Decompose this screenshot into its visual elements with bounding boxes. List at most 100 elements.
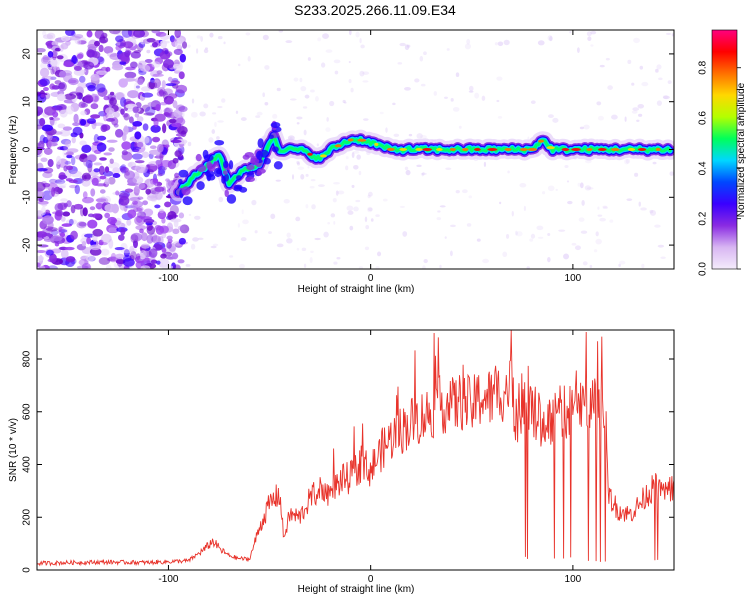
snr-x-tick-label: 0 xyxy=(368,574,374,585)
spectrogram-noise-blob xyxy=(121,141,132,150)
spectrogram-noise-blob xyxy=(444,96,448,100)
spectrogram-noise-blob xyxy=(422,265,426,269)
spectrogram-noise-blob xyxy=(299,77,303,83)
spectrogram-noise-blob xyxy=(464,43,472,50)
spectrogram-noise-blob xyxy=(140,39,146,45)
spectrogram-noise-blob xyxy=(172,228,180,235)
spectrogram-noise-blob xyxy=(147,80,158,90)
spectrogram-noise-blob xyxy=(158,235,164,245)
spectrogram-noise-blob xyxy=(118,234,125,241)
spectrogram-noise-blob xyxy=(217,105,223,109)
spectrogram-noise-blob xyxy=(632,107,640,111)
spectrogram-noise-blob xyxy=(128,116,134,124)
spectrogram-noise-blob xyxy=(156,260,161,265)
spectrogram-noise-blob xyxy=(276,87,281,92)
spectrogram-noise-blob xyxy=(98,44,104,53)
spectrogram-noise-blob xyxy=(607,85,613,90)
spectrogram-noise-blob xyxy=(151,61,161,68)
spectrogram-noise-blob xyxy=(93,133,100,144)
spectrogram-noise-blob xyxy=(82,207,88,217)
spectrogram-ridge-peak xyxy=(561,148,570,151)
spectrogram-noise-blob xyxy=(49,57,60,68)
colorbar-frame xyxy=(711,29,738,270)
spectrogram-noise-blob xyxy=(132,239,138,249)
spectrogram-noise-blob xyxy=(286,232,291,238)
spectrogram-noise-blob xyxy=(79,118,87,126)
spectrogram-noise-blob xyxy=(99,157,107,161)
spectrogram-noise-blob xyxy=(135,85,140,89)
spectrogram-noise-blob xyxy=(109,30,121,35)
spectrogram-noise-blob xyxy=(309,257,313,263)
spectrogram-noise-blob xyxy=(55,155,62,166)
spectrogram-noise-blob xyxy=(98,257,111,265)
spectrogram-noise-blob xyxy=(351,184,355,188)
spectrogram-noise-blob xyxy=(47,265,58,269)
spectrogram-noise-blob xyxy=(577,182,581,187)
spectrogram-ridge-blob xyxy=(224,189,229,198)
spectrogram-ridge-blob xyxy=(195,153,202,162)
spectrogram-noise-blob xyxy=(329,100,335,107)
spectrogram-noise-blob xyxy=(75,92,83,100)
spectrogram-noise-blob xyxy=(450,224,456,228)
spectrogram-ridge-blob xyxy=(178,169,189,178)
spectrogram-noise-blob xyxy=(152,178,158,185)
spectrogram-noise-blob xyxy=(169,35,175,43)
spectrogram-noise-blob xyxy=(64,160,72,165)
snr-series-line xyxy=(37,330,674,567)
spectrogram-ridge-peak xyxy=(461,148,469,151)
spectrogram-noise-blob xyxy=(58,185,66,189)
spectrogram-noise-blob xyxy=(142,257,152,264)
spectrogram-noise-blob xyxy=(95,198,107,203)
spectrogram-noise-blob xyxy=(64,140,72,147)
spectrogram-noise-blob xyxy=(42,92,51,100)
spectrogram-noise-blob xyxy=(156,70,163,75)
spectrogram-noise-blob xyxy=(41,201,48,207)
spectrogram-noise-blob xyxy=(167,76,173,82)
spectrogram-noise-blob xyxy=(178,71,185,80)
spectrogram-noise-blob xyxy=(333,59,341,64)
spectrogram-noise-blob xyxy=(529,238,534,242)
snr-panel: -100 0 100 0 200 400 600 800 Height of straigh… xyxy=(8,329,675,595)
spectrogram-noise-blob xyxy=(130,234,139,244)
spectrogram-noise-blob xyxy=(210,245,217,249)
spectrogram-ridge-peak xyxy=(415,148,423,151)
spectrogram-noise-blob xyxy=(58,82,66,90)
spectrogram-noise-blob xyxy=(333,220,336,225)
spectrogram-noise-blob xyxy=(175,133,184,137)
spectrogram-noise-blob xyxy=(597,206,600,210)
spectrogram-noise-blob xyxy=(127,209,137,219)
spectrogram-noise-blob xyxy=(649,209,654,214)
spectrogram-noise-blob xyxy=(42,136,49,144)
spectrogram-noise-blob xyxy=(650,209,657,216)
spectrogram-noise-blob xyxy=(179,53,186,63)
spectrogram-ridge-blob xyxy=(236,175,242,181)
spectrogram-ridge-peak xyxy=(519,148,528,151)
spectrogram-noise-blob xyxy=(129,245,135,254)
spectrogram-noise-blob xyxy=(275,179,282,182)
spectrogram-noise-blob xyxy=(330,213,336,218)
spectrogram-noise-blob xyxy=(502,251,508,257)
spectrogram-noise-blob xyxy=(104,178,110,185)
spectrogram-noise-blob xyxy=(90,175,102,184)
spectrogram-noise-blob xyxy=(132,106,139,114)
spectrogram-ridge-blob xyxy=(239,186,248,193)
spectrogram-noise-blob xyxy=(638,113,643,117)
spectrogram-noise-blob xyxy=(155,159,162,165)
spectrogram-noise-blob xyxy=(133,82,141,92)
spectrogram-noise-blob xyxy=(39,117,46,127)
spectrogram-y-tick-label: 20 xyxy=(22,48,33,60)
spectrogram-noise-blob xyxy=(61,223,73,227)
spectrogram-noise-blob xyxy=(55,209,64,217)
spectrogram-noise-blob xyxy=(129,197,141,202)
spectrogram-noise-blob xyxy=(547,185,555,192)
spectrogram-noise-blob xyxy=(379,111,384,115)
spectrogram-ridge-peak xyxy=(422,148,433,151)
spectrogram-noise-blob xyxy=(137,141,144,148)
spectrogram-ridge-peak xyxy=(610,148,620,151)
spectrogram-noise-blob xyxy=(343,101,347,104)
spectrogram-noise-blob xyxy=(134,182,146,190)
spectrogram-ridge-peak xyxy=(627,148,636,151)
spectrogram-noise-blob xyxy=(116,257,123,267)
spectrogram-noise-blob xyxy=(334,70,339,75)
